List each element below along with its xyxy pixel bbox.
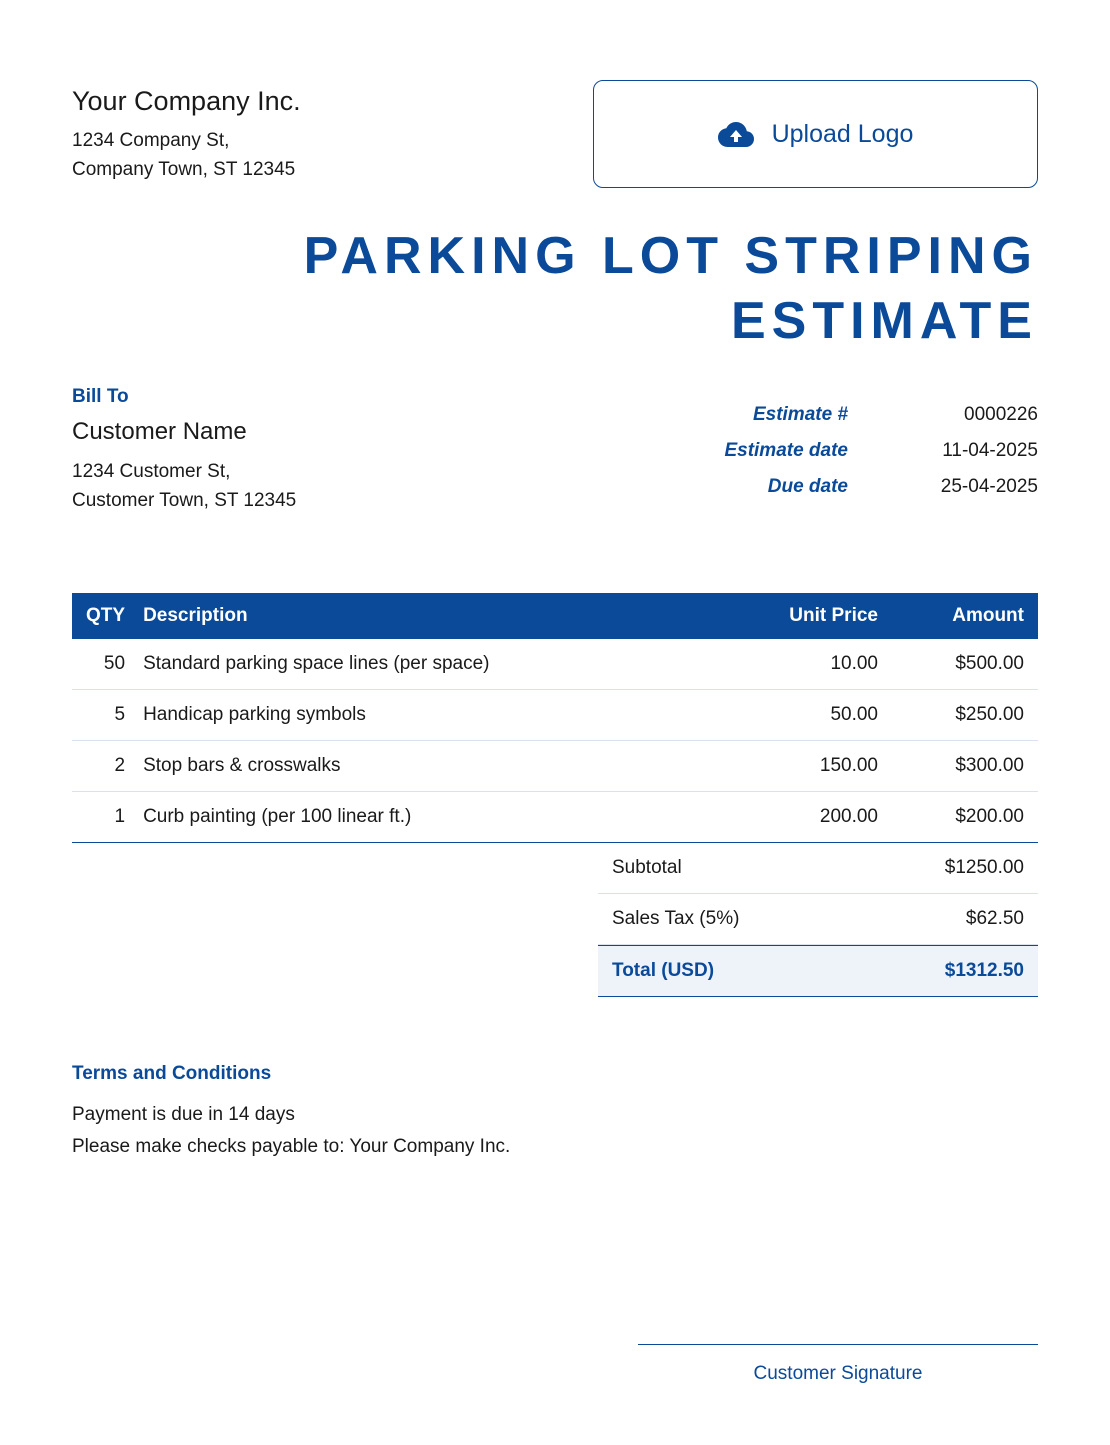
row-unit-price: 200.00	[708, 792, 888, 843]
upload-logo-button[interactable]: Upload Logo	[593, 80, 1038, 188]
row-amount: $200.00	[888, 792, 1038, 843]
row-unit-price: 50.00	[708, 690, 888, 741]
row-qty: 5	[72, 690, 135, 741]
col-header-qty: QTY	[72, 593, 135, 639]
bill-to-block: Bill To Customer Name 1234 Customer St, …	[72, 386, 296, 515]
company-name: Your Company Inc.	[72, 86, 301, 117]
estimate-date: 11-04-2025	[908, 440, 1038, 462]
terms-line1: Payment is due in 14 days	[72, 1099, 1038, 1131]
row-qty: 1	[72, 792, 135, 843]
table-row: 50Standard parking space lines (per spac…	[72, 639, 1038, 690]
row-amount: $500.00	[888, 639, 1038, 690]
row-amount: $250.00	[888, 690, 1038, 741]
estimate-date-label: Estimate date	[724, 440, 848, 462]
company-block: Your Company Inc. 1234 Company St, Compa…	[72, 80, 301, 184]
estimate-number-label: Estimate #	[753, 404, 848, 426]
customer-address: 1234 Customer St, Customer Town, ST 1234…	[72, 458, 296, 515]
row-qty: 2	[72, 741, 135, 792]
col-header-description: Description	[135, 593, 708, 639]
tax-label: Sales Tax (5%)	[612, 908, 739, 930]
grand-total-label: Total (USD)	[612, 960, 714, 982]
signature-block: Customer Signature	[638, 1344, 1038, 1385]
estimate-number: 0000226	[908, 404, 1038, 426]
document-title: PARKING LOT STRIPING ESTIMATE	[72, 224, 1038, 354]
col-header-amount: Amount	[888, 593, 1038, 639]
signature-label: Customer Signature	[638, 1344, 1038, 1385]
company-address-line1: 1234 Company St,	[72, 127, 301, 156]
row-unit-price: 10.00	[708, 639, 888, 690]
due-date-label: Due date	[768, 476, 848, 498]
terms-line2: Please make checks payable to: Your Comp…	[72, 1131, 1038, 1163]
due-date: 25-04-2025	[908, 476, 1038, 498]
grand-total-value: $1312.50	[945, 960, 1024, 982]
terms-label: Terms and Conditions	[72, 1063, 1038, 1085]
terms-block: Terms and Conditions Payment is due in 1…	[72, 1063, 1038, 1164]
table-row: 1Curb painting (per 100 linear ft.)200.0…	[72, 792, 1038, 843]
company-address: 1234 Company St, Company Town, ST 12345	[72, 127, 301, 184]
row-description: Handicap parking symbols	[135, 690, 708, 741]
row-description: Curb painting (per 100 linear ft.)	[135, 792, 708, 843]
tax-value: $62.50	[966, 908, 1024, 930]
col-header-unit-price: Unit Price	[708, 593, 888, 639]
upload-logo-label: Upload Logo	[772, 120, 914, 149]
company-address-line2: Company Town, ST 12345	[72, 156, 301, 185]
row-unit-price: 150.00	[708, 741, 888, 792]
subtotal-value: $1250.00	[945, 857, 1024, 879]
table-row: 2Stop bars & crosswalks150.00$300.00	[72, 741, 1038, 792]
subtotal-label: Subtotal	[612, 857, 682, 879]
customer-name: Customer Name	[72, 418, 296, 446]
line-items-table: QTY Description Unit Price Amount 50Stan…	[72, 593, 1038, 843]
customer-address-line1: 1234 Customer St,	[72, 458, 296, 487]
table-row: 5Handicap parking symbols50.00$250.00	[72, 690, 1038, 741]
estimate-meta: Estimate # 0000226 Estimate date 11-04-2…	[724, 386, 1038, 512]
row-qty: 50	[72, 639, 135, 690]
bill-to-label: Bill To	[72, 386, 296, 408]
customer-address-line2: Customer Town, ST 12345	[72, 487, 296, 516]
row-description: Standard parking space lines (per space)	[135, 639, 708, 690]
cloud-upload-icon	[718, 120, 754, 148]
row-amount: $300.00	[888, 741, 1038, 792]
row-description: Stop bars & crosswalks	[135, 741, 708, 792]
totals-block: Subtotal $1250.00 Sales Tax (5%) $62.50 …	[598, 843, 1038, 997]
